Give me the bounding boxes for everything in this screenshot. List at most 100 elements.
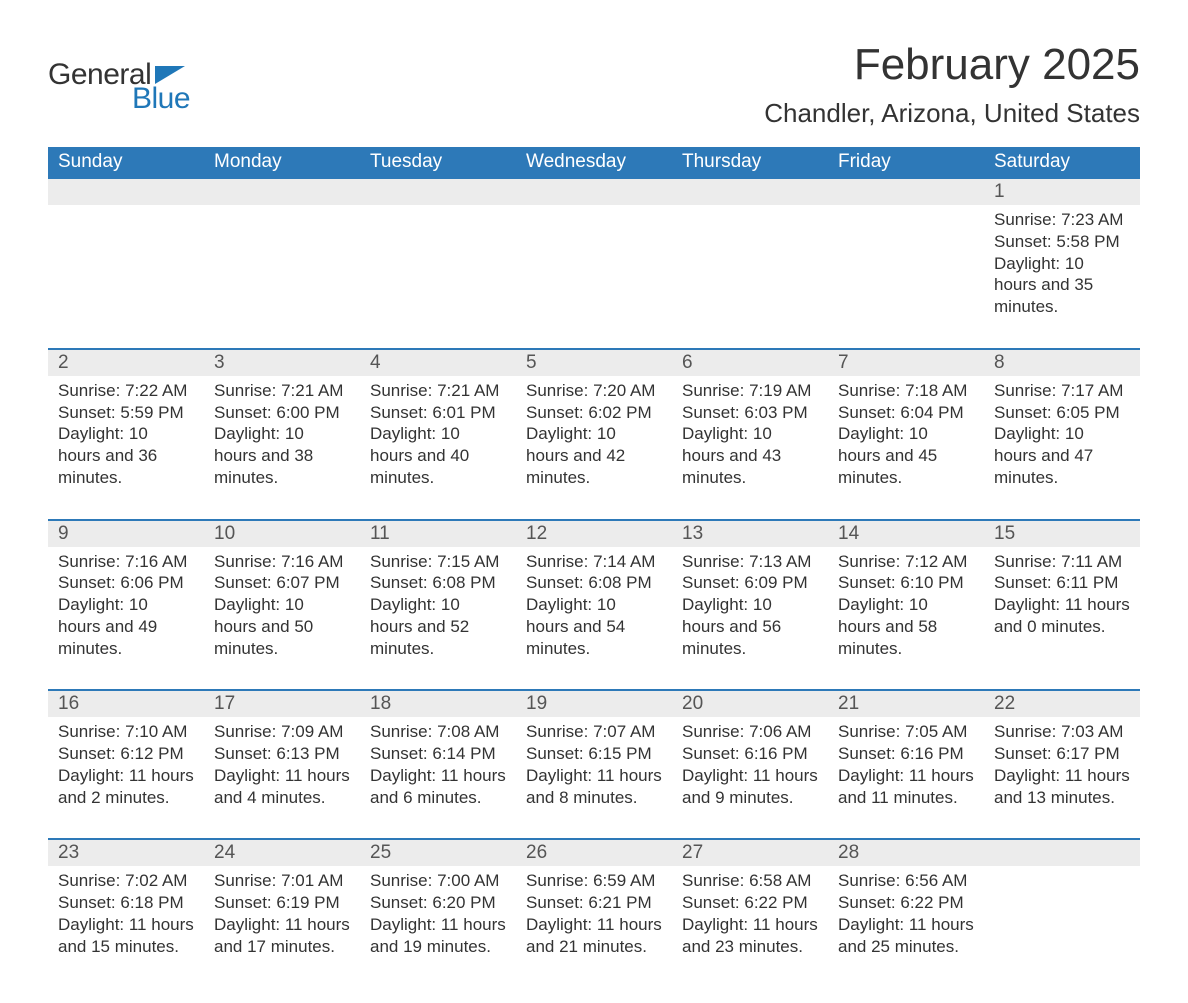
day-info-line: Daylight: 11 hours and 2 minutes. <box>58 765 194 809</box>
day-info-line: Daylight: 10 hours and 38 minutes. <box>214 423 350 488</box>
day-number: 20 <box>672 691 828 717</box>
day-info-line: Sunset: 6:22 PM <box>682 892 818 914</box>
calendar-week: 1Sunrise: 7:23 AMSunset: 5:58 PMDaylight… <box>48 179 1140 324</box>
day-info-line: Sunset: 6:18 PM <box>58 892 194 914</box>
day-cell: Sunrise: 7:18 AMSunset: 6:04 PMDaylight:… <box>828 376 984 495</box>
day-number: 5 <box>516 350 672 376</box>
week-body-row: Sunrise: 7:22 AMSunset: 5:59 PMDaylight:… <box>48 376 1140 495</box>
day-info-line: Sunset: 6:03 PM <box>682 402 818 424</box>
day-info-line: Daylight: 10 hours and 35 minutes. <box>994 253 1130 318</box>
calendar: Sunday Monday Tuesday Wednesday Thursday… <box>48 147 1140 963</box>
day-number: 27 <box>672 840 828 866</box>
day-info-line: Sunset: 5:59 PM <box>58 402 194 424</box>
day-info-line: Sunset: 6:02 PM <box>526 402 662 424</box>
day-info-line: Sunset: 6:12 PM <box>58 743 194 765</box>
week-body-row: Sunrise: 7:02 AMSunset: 6:18 PMDaylight:… <box>48 866 1140 963</box>
day-cell: Sunrise: 6:59 AMSunset: 6:21 PMDaylight:… <box>516 866 672 963</box>
day-cell <box>984 866 1140 963</box>
day-info-line: Sunrise: 7:03 AM <box>994 721 1130 743</box>
day-info-line: Daylight: 10 hours and 42 minutes. <box>526 423 662 488</box>
day-info-line: Daylight: 10 hours and 49 minutes. <box>58 594 194 659</box>
day-info-line: Daylight: 11 hours and 25 minutes. <box>838 914 974 958</box>
day-number: 15 <box>984 521 1140 547</box>
day-cell: Sunrise: 7:00 AMSunset: 6:20 PMDaylight:… <box>360 866 516 963</box>
day-info-line: Sunrise: 7:12 AM <box>838 551 974 573</box>
day-info-line: Sunrise: 7:09 AM <box>214 721 350 743</box>
day-cell: Sunrise: 7:17 AMSunset: 6:05 PMDaylight:… <box>984 376 1140 495</box>
day-cell: Sunrise: 7:02 AMSunset: 6:18 PMDaylight:… <box>48 866 204 963</box>
day-number: 26 <box>516 840 672 866</box>
day-info-line: Sunrise: 7:08 AM <box>370 721 506 743</box>
day-number: 10 <box>204 521 360 547</box>
day-cell <box>48 205 204 324</box>
day-info-line: Daylight: 11 hours and 4 minutes. <box>214 765 350 809</box>
day-info-line: Sunrise: 7:16 AM <box>58 551 194 573</box>
day-number-band: 9101112131415 <box>48 521 1140 547</box>
day-info-line: Sunset: 6:19 PM <box>214 892 350 914</box>
day-number: 8 <box>984 350 1140 376</box>
day-cell: Sunrise: 6:56 AMSunset: 6:22 PMDaylight:… <box>828 866 984 963</box>
day-info-line: Sunrise: 7:20 AM <box>526 380 662 402</box>
day-cell: Sunrise: 7:10 AMSunset: 6:12 PMDaylight:… <box>48 717 204 814</box>
day-number <box>984 840 1140 866</box>
day-info-line: Daylight: 10 hours and 52 minutes. <box>370 594 506 659</box>
day-info-line: Sunrise: 7:23 AM <box>994 209 1130 231</box>
day-cell: Sunrise: 7:19 AMSunset: 6:03 PMDaylight:… <box>672 376 828 495</box>
day-info-line: Sunrise: 7:02 AM <box>58 870 194 892</box>
day-number: 23 <box>48 840 204 866</box>
day-cell: Sunrise: 7:16 AMSunset: 6:06 PMDaylight:… <box>48 547 204 666</box>
day-cell: Sunrise: 7:01 AMSunset: 6:19 PMDaylight:… <box>204 866 360 963</box>
day-cell: Sunrise: 7:21 AMSunset: 6:01 PMDaylight:… <box>360 376 516 495</box>
day-info-line: Sunset: 6:04 PM <box>838 402 974 424</box>
day-info-line: Daylight: 10 hours and 54 minutes. <box>526 594 662 659</box>
day-number: 3 <box>204 350 360 376</box>
day-cell: Sunrise: 7:08 AMSunset: 6:14 PMDaylight:… <box>360 717 516 814</box>
day-info-line: Sunrise: 7:15 AM <box>370 551 506 573</box>
day-info-line: Sunrise: 7:14 AM <box>526 551 662 573</box>
calendar-week: 2345678Sunrise: 7:22 AMSunset: 5:59 PMDa… <box>48 348 1140 495</box>
day-info-line: Daylight: 10 hours and 58 minutes. <box>838 594 974 659</box>
day-info-line: Sunset: 6:21 PM <box>526 892 662 914</box>
day-number <box>204 179 360 205</box>
day-cell: Sunrise: 7:16 AMSunset: 6:07 PMDaylight:… <box>204 547 360 666</box>
day-cell <box>516 205 672 324</box>
day-info-line: Daylight: 10 hours and 40 minutes. <box>370 423 506 488</box>
day-info-line: Sunset: 6:16 PM <box>682 743 818 765</box>
day-number: 16 <box>48 691 204 717</box>
day-number: 28 <box>828 840 984 866</box>
day-info-line: Daylight: 10 hours and 43 minutes. <box>682 423 818 488</box>
day-info-line: Daylight: 11 hours and 11 minutes. <box>838 765 974 809</box>
day-cell <box>204 205 360 324</box>
day-number: 7 <box>828 350 984 376</box>
day-info-line: Sunrise: 7:16 AM <box>214 551 350 573</box>
weekday-header: Sunday <box>48 147 204 179</box>
day-cell: Sunrise: 7:21 AMSunset: 6:00 PMDaylight:… <box>204 376 360 495</box>
day-number <box>516 179 672 205</box>
day-cell: Sunrise: 7:03 AMSunset: 6:17 PMDaylight:… <box>984 717 1140 814</box>
day-info-line: Daylight: 11 hours and 15 minutes. <box>58 914 194 958</box>
title-block: February 2025 Chandler, Arizona, United … <box>764 40 1140 129</box>
weekday-header: Monday <box>204 147 360 179</box>
day-info-line: Daylight: 10 hours and 47 minutes. <box>994 423 1130 488</box>
weekday-header: Thursday <box>672 147 828 179</box>
day-number-band: 232425262728 <box>48 840 1140 866</box>
day-number: 18 <box>360 691 516 717</box>
day-info-line: Sunset: 6:11 PM <box>994 572 1130 594</box>
weekday-header: Friday <box>828 147 984 179</box>
day-number: 1 <box>984 179 1140 205</box>
day-info-line: Sunrise: 7:21 AM <box>214 380 350 402</box>
day-info-line: Sunset: 6:20 PM <box>370 892 506 914</box>
day-cell: Sunrise: 7:05 AMSunset: 6:16 PMDaylight:… <box>828 717 984 814</box>
day-cell: Sunrise: 7:12 AMSunset: 6:10 PMDaylight:… <box>828 547 984 666</box>
day-cell: Sunrise: 7:06 AMSunset: 6:16 PMDaylight:… <box>672 717 828 814</box>
day-number: 14 <box>828 521 984 547</box>
day-info-line: Sunrise: 7:13 AM <box>682 551 818 573</box>
day-cell: Sunrise: 7:07 AMSunset: 6:15 PMDaylight:… <box>516 717 672 814</box>
day-number <box>828 179 984 205</box>
day-info-line: Sunset: 6:16 PM <box>838 743 974 765</box>
day-info-line: Sunrise: 6:58 AM <box>682 870 818 892</box>
day-cell: Sunrise: 7:11 AMSunset: 6:11 PMDaylight:… <box>984 547 1140 666</box>
day-cell: Sunrise: 6:58 AMSunset: 6:22 PMDaylight:… <box>672 866 828 963</box>
day-number-band: 16171819202122 <box>48 691 1140 717</box>
day-info-line: Daylight: 11 hours and 6 minutes. <box>370 765 506 809</box>
